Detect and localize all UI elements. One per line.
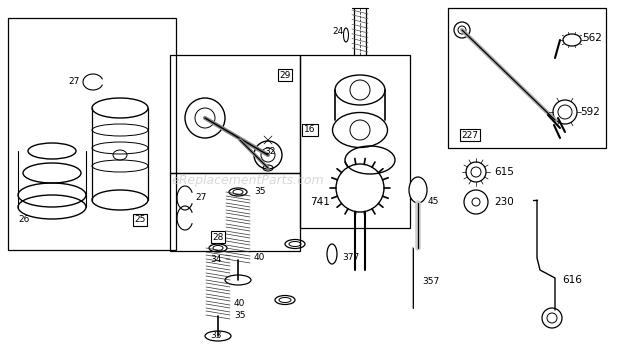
Text: 33: 33 bbox=[210, 331, 221, 340]
Text: 35: 35 bbox=[254, 188, 265, 197]
Ellipse shape bbox=[205, 331, 231, 341]
Text: 615: 615 bbox=[494, 167, 514, 177]
Text: 25: 25 bbox=[135, 215, 146, 224]
Text: 377: 377 bbox=[342, 253, 359, 262]
Text: 227: 227 bbox=[461, 130, 479, 140]
Text: 27: 27 bbox=[195, 193, 206, 203]
Bar bbox=[8, 18, 176, 250]
Bar bbox=[448, 8, 606, 148]
Text: 27: 27 bbox=[68, 78, 79, 87]
Ellipse shape bbox=[563, 34, 581, 46]
Text: 40: 40 bbox=[254, 253, 265, 262]
Text: 24: 24 bbox=[332, 27, 343, 37]
Text: 34: 34 bbox=[210, 255, 221, 264]
Bar bbox=[170, 173, 300, 251]
Text: 26: 26 bbox=[18, 215, 29, 224]
Text: 562: 562 bbox=[582, 33, 602, 43]
Ellipse shape bbox=[225, 275, 251, 285]
Text: 16: 16 bbox=[304, 126, 316, 134]
Text: 32: 32 bbox=[264, 148, 275, 157]
Text: 357: 357 bbox=[422, 277, 439, 286]
Text: eReplacementParts.com: eReplacementParts.com bbox=[172, 174, 324, 188]
Text: 35: 35 bbox=[234, 311, 246, 321]
Text: 592: 592 bbox=[580, 107, 600, 117]
Text: 29: 29 bbox=[280, 71, 291, 79]
Text: 45: 45 bbox=[428, 198, 440, 206]
Bar bbox=[300, 55, 410, 228]
Text: 616: 616 bbox=[562, 275, 582, 285]
Text: 40: 40 bbox=[234, 300, 246, 308]
Bar bbox=[170, 55, 300, 173]
Text: 741: 741 bbox=[310, 197, 330, 207]
Ellipse shape bbox=[409, 177, 427, 203]
Text: 230: 230 bbox=[494, 197, 514, 207]
Text: 28: 28 bbox=[212, 232, 224, 242]
